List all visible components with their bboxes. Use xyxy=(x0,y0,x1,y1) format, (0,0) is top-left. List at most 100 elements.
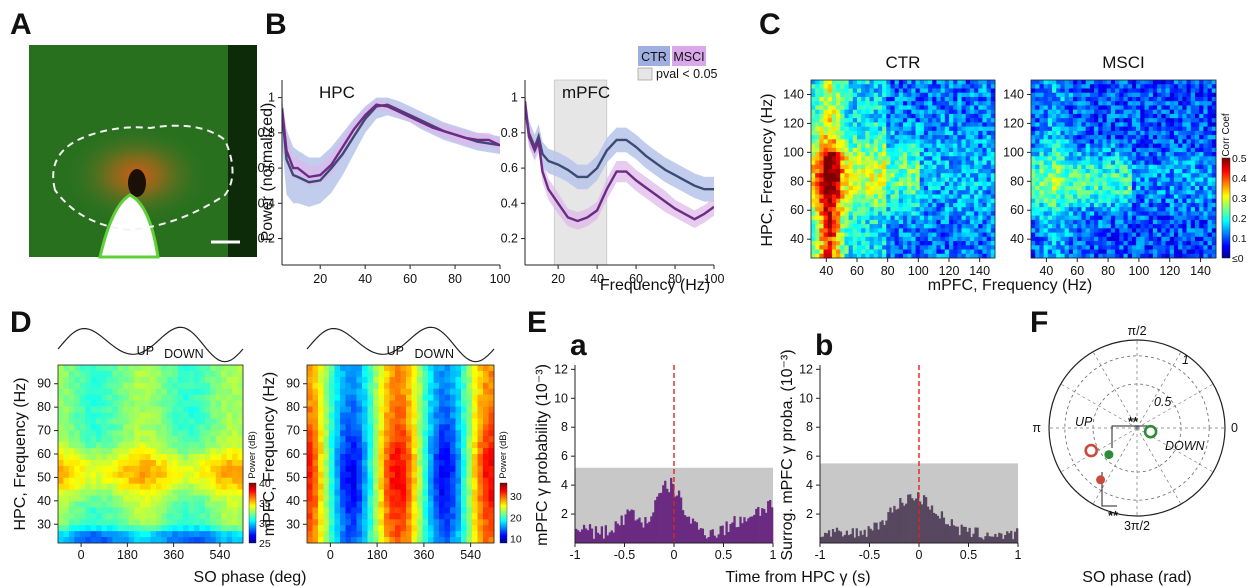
heatmap-cell xyxy=(898,96,904,102)
heatmap-cell xyxy=(890,245,896,250)
heatmap-cell xyxy=(166,442,173,449)
heatmap-cell xyxy=(1178,169,1183,174)
heatmap-cell xyxy=(869,96,875,102)
heatmap-cell xyxy=(1039,224,1045,229)
heatmap-cell xyxy=(961,241,967,246)
heatmap-cell xyxy=(1194,88,1200,94)
colorbar-tick-label: 40 xyxy=(259,478,271,490)
heatmap-cell xyxy=(166,430,173,437)
heatmap-cell xyxy=(831,143,837,149)
heatmap-cell xyxy=(1199,185,1204,191)
heatmap-cell xyxy=(226,507,233,514)
heatmap-cell xyxy=(1178,202,1183,208)
heatmap-cell xyxy=(1035,152,1040,157)
heatmap-cell xyxy=(1186,156,1192,161)
heatmap-cell xyxy=(63,465,70,473)
heatmap-cell xyxy=(1169,92,1175,98)
heatmap-cell xyxy=(815,143,820,149)
heatmap-cell xyxy=(112,507,119,514)
heatmap-cell xyxy=(1165,169,1171,174)
heatmap-cell xyxy=(923,198,929,204)
heatmap-cell xyxy=(898,194,904,200)
heatmap-cell xyxy=(1068,190,1074,195)
heatmap-cell xyxy=(936,194,942,200)
heatmap-cell xyxy=(1194,245,1200,250)
heatmap-cell xyxy=(811,245,816,250)
heatmap-cell xyxy=(155,501,162,508)
heatmap-cell xyxy=(903,224,908,229)
heatmap-cell xyxy=(1173,228,1179,233)
heatmap-cell xyxy=(978,126,983,132)
heatmap-cell xyxy=(128,406,135,413)
heatmap-cell xyxy=(949,84,954,89)
heatmap-cell xyxy=(974,122,979,128)
heatmap-cell xyxy=(1157,135,1162,140)
heatmap-cell xyxy=(312,459,319,467)
heatmap-cell xyxy=(1190,215,1196,221)
heatmap-cell xyxy=(1131,139,1137,144)
heatmap-cell xyxy=(1194,181,1200,187)
heatmap-cell xyxy=(199,424,206,431)
heatmap-cell xyxy=(911,130,916,136)
heatmap-cell xyxy=(978,80,983,85)
heatmap-cell xyxy=(1085,164,1091,170)
heatmap-cell xyxy=(1144,181,1150,187)
heatmap-cell xyxy=(894,215,900,221)
heatmap-cell xyxy=(128,418,135,425)
heatmap-cell xyxy=(873,253,879,259)
heatmap-cell xyxy=(928,198,933,204)
heatmap-cell xyxy=(928,169,933,174)
heatmap-cell xyxy=(1136,198,1141,204)
panel-label-c: C xyxy=(759,8,781,41)
heatmap-cell xyxy=(1043,101,1049,106)
heatmap-cell xyxy=(1085,185,1091,191)
heatmap-cell xyxy=(978,173,983,178)
heatmap-cell xyxy=(1115,135,1120,140)
heatmap-cell xyxy=(1077,169,1082,174)
heatmap-cell xyxy=(923,173,929,178)
heatmap-cell xyxy=(1064,207,1070,212)
heatmap-cell xyxy=(873,194,879,200)
heatmap-cell xyxy=(840,130,845,136)
heatmap-cell xyxy=(923,88,929,94)
heatmap-cell xyxy=(848,164,854,170)
heatmap-cell xyxy=(923,236,929,242)
heatmap-cell xyxy=(1085,219,1091,225)
heatmap-cell xyxy=(96,531,102,538)
heatmap-cell xyxy=(944,232,950,238)
heatmap-cell xyxy=(869,185,875,191)
heatmap-cell xyxy=(903,126,908,132)
heatmap-cell xyxy=(1148,118,1154,123)
heatmap-cell xyxy=(1194,253,1200,259)
heatmap-cell xyxy=(101,495,108,502)
heatmap-cell xyxy=(827,228,833,233)
heatmap-cell xyxy=(194,459,200,467)
heatmap-cell xyxy=(1102,164,1108,170)
heatmap-cell xyxy=(1199,156,1204,161)
heatmap-cell xyxy=(1106,101,1112,106)
heatmap-cell xyxy=(101,501,108,508)
heatmap-cell xyxy=(844,118,850,123)
heatmap-cell xyxy=(932,211,937,217)
heatmap-cell xyxy=(1043,202,1049,208)
heatmap-cell xyxy=(117,400,124,407)
heatmap-cell xyxy=(145,525,151,532)
heatmap-cell xyxy=(112,519,119,526)
heatmap-cell xyxy=(911,96,916,102)
heatmap-cell xyxy=(1144,215,1150,221)
heatmap-cell xyxy=(1131,109,1137,115)
heatmap-cell xyxy=(1110,152,1116,157)
heatmap-cell xyxy=(172,418,179,425)
heatmap-cell xyxy=(1094,219,1099,225)
heatmap-cell xyxy=(1047,194,1053,200)
heatmap-cell xyxy=(232,519,238,526)
heatmap-cell xyxy=(226,430,233,437)
heatmap-cell xyxy=(1047,224,1053,229)
heatmap-cell xyxy=(844,194,850,200)
heatmap-cell xyxy=(836,88,841,94)
heatmap-cell xyxy=(96,477,102,485)
heatmap-cell xyxy=(1056,105,1061,111)
heatmap-cell xyxy=(323,400,330,407)
heatmap-cell xyxy=(940,147,946,153)
heatmap-cell xyxy=(161,454,168,461)
